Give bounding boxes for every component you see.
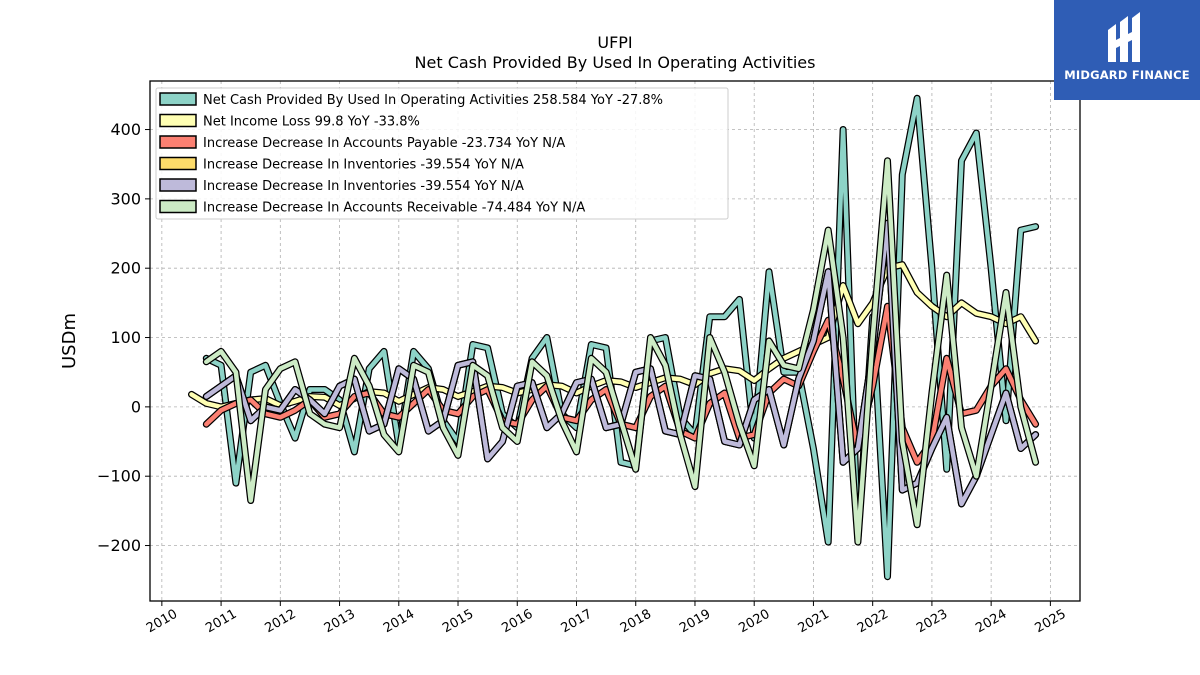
legend-swatch — [159, 178, 197, 192]
legend-label: Net Income Loss 99.8 YoY -33.8% — [203, 115, 420, 130]
chart-title: UFPI — [597, 33, 632, 52]
legend-label: Increase Decrease In Inventories -39.554… — [203, 179, 524, 194]
x-tick-label: 2016 — [499, 607, 535, 637]
x-tick-label: 2011 — [203, 607, 239, 637]
x-tick-label: 2025 — [1033, 607, 1069, 637]
midgard-logo-icon — [1108, 12, 1140, 62]
y-axis-label: USDm — [59, 313, 80, 369]
legend-swatch — [159, 156, 197, 171]
legend: Net Cash Provided By Used In Operating A… — [155, 87, 729, 220]
x-tick-label: 2010 — [144, 607, 180, 637]
legend-box — [155, 87, 729, 220]
legend-label: Increase Decrease In Accounts Payable -2… — [203, 136, 565, 151]
y-tick-label: 400 — [110, 120, 141, 139]
x-tick-label: 2012 — [262, 607, 298, 637]
x-tick-label: 2023 — [914, 607, 950, 637]
y-tick-label: 100 — [110, 328, 141, 347]
y-tick-label: −200 — [97, 536, 141, 555]
brand-logo: MIDGARD FINANCE — [1054, 0, 1200, 100]
x-tick-label: 2017 — [559, 607, 595, 637]
chart-subtitle: Net Cash Provided By Used In Operating A… — [415, 53, 816, 72]
y-tick-label: 200 — [110, 259, 141, 278]
legend-label: Net Cash Provided By Used In Operating A… — [203, 93, 663, 108]
x-tick-label: 2013 — [322, 607, 358, 637]
plot-frame — [149, 80, 1081, 602]
y-tick-label: −100 — [97, 467, 141, 486]
series-line-5 — [204, 158, 1038, 545]
y-tick-label: 0 — [131, 397, 141, 416]
x-tick-label: 2020 — [736, 607, 772, 637]
legend-swatch — [159, 113, 197, 128]
legend-label: Increase Decrease In Inventories -39.554… — [203, 158, 524, 173]
x-tick-label: 2018 — [618, 607, 654, 637]
x-tick-label: 2024 — [973, 607, 1009, 637]
brand-name: MIDGARD FINANCE — [1064, 68, 1190, 82]
x-tick-label: 2022 — [855, 607, 891, 637]
x-tick-label: 2021 — [796, 607, 832, 637]
series-lines — [188, 94, 1040, 581]
x-tick-label: 2015 — [440, 607, 476, 637]
x-tick-label: 2014 — [381, 607, 417, 637]
x-tick-label: 2019 — [677, 607, 713, 637]
y-tick-label: 300 — [110, 189, 141, 208]
legend-swatch — [159, 199, 197, 214]
legend-swatch — [159, 92, 197, 106]
legend-label: Increase Decrease In Accounts Receivable… — [203, 201, 585, 216]
legend-swatch — [159, 135, 197, 149]
